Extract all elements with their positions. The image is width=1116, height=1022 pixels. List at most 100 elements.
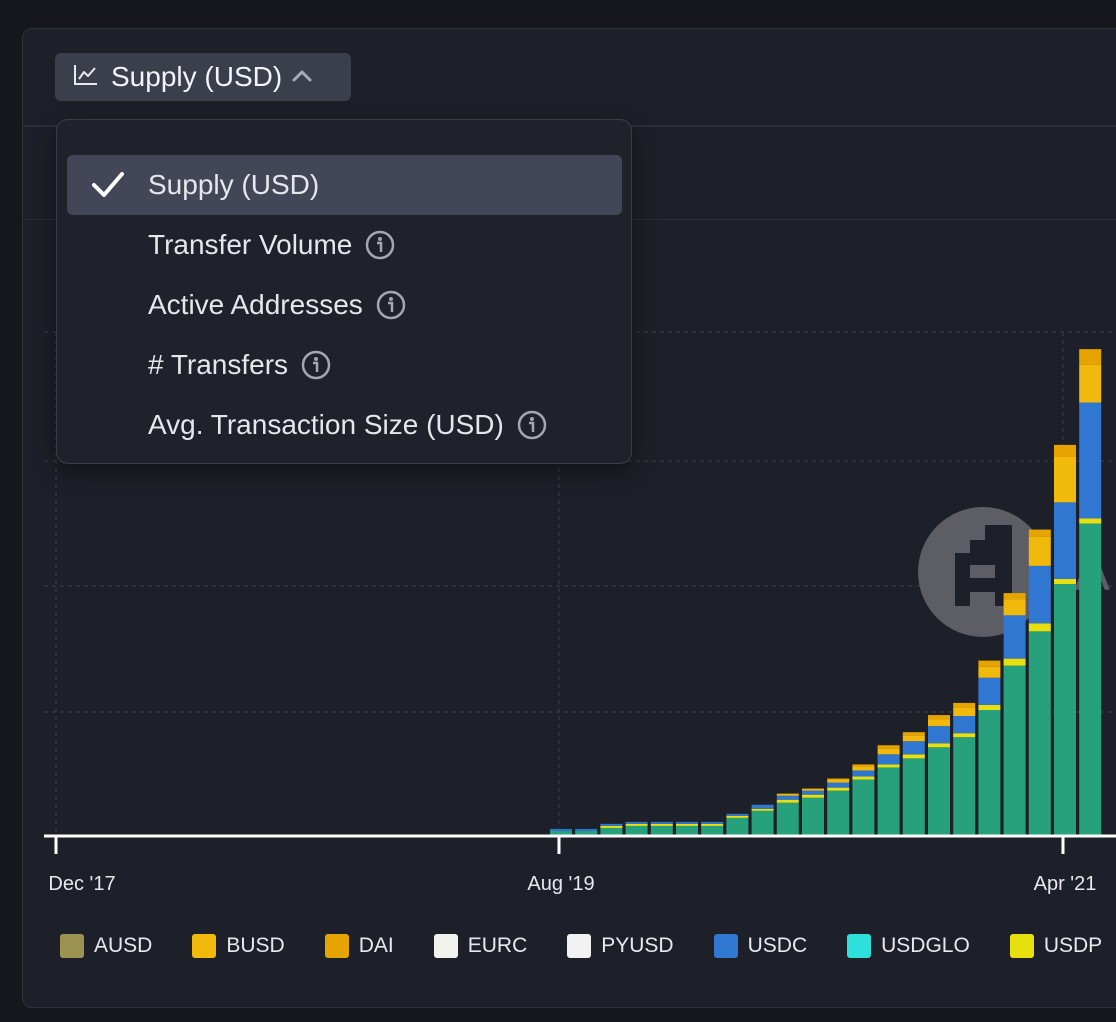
bar-segment-busd xyxy=(1079,364,1102,403)
legend-item[interactable]: USDP xyxy=(1009,934,1102,958)
legend-item[interactable]: USDGLO xyxy=(847,934,970,958)
bar-segment-usdc xyxy=(1079,402,1102,519)
bar-segment-usdp xyxy=(953,733,976,738)
menu-item-avg-transaction-size[interactable]: Avg. Transaction Size (USD) xyxy=(67,395,622,455)
legend-swatch xyxy=(567,934,592,958)
x-tick-label: Aug '19 xyxy=(527,873,594,895)
bar-segment-usdp xyxy=(1054,578,1076,584)
line-chart-icon xyxy=(73,63,99,92)
legend-label: EURC xyxy=(467,934,528,957)
legend-item[interactable]: PYUSD xyxy=(567,934,674,958)
bar-segment-usdt xyxy=(953,737,976,836)
bar-segment-usdt xyxy=(978,710,1001,836)
bar-segment-usdp xyxy=(776,799,799,803)
bar-segment-busd xyxy=(877,748,900,755)
bar-segment-usdt xyxy=(1054,584,1076,836)
info-icon[interactable] xyxy=(516,409,548,441)
bar-segment-usdp xyxy=(877,764,900,768)
bar-segment-usdt xyxy=(827,790,850,836)
legend-label: DAI xyxy=(358,934,394,957)
bar-segment-usdp xyxy=(625,823,648,826)
bar-segment-usdt xyxy=(650,825,673,836)
bar-segment-usdp xyxy=(676,823,698,826)
bar-segment-usdp xyxy=(1028,623,1051,632)
legend-swatch xyxy=(433,934,458,958)
bar-segment-usdc xyxy=(650,821,673,824)
bar-segment-busd xyxy=(902,735,925,742)
bar-segment-usdc xyxy=(802,790,824,795)
legend-label: PYUSD xyxy=(601,934,674,957)
bar-segment-dai xyxy=(1028,529,1051,537)
bar-segment-usdc xyxy=(877,754,900,765)
bar-segment-usdt xyxy=(1028,631,1051,836)
bar-segment-busd xyxy=(1028,536,1051,566)
bar-segment-usdc xyxy=(701,821,724,824)
bar-segment-usdc xyxy=(978,677,1001,705)
bar-segment-busd xyxy=(852,766,875,771)
legend-label: AUSD xyxy=(94,934,153,957)
legend-swatch xyxy=(713,934,738,958)
legend-label: BUSD xyxy=(226,934,285,957)
bar-segment-usdt xyxy=(600,827,623,836)
bar-segment-usdc xyxy=(550,828,572,831)
bar-segment-usdp xyxy=(902,754,925,759)
legend-item[interactable]: DAI xyxy=(324,934,394,958)
x-tick-label: Dec '17 xyxy=(48,873,115,895)
info-icon[interactable] xyxy=(364,229,396,261)
bar-segment-usdc xyxy=(776,795,799,800)
bar-segment-usdc xyxy=(676,821,698,824)
info-icon[interactable] xyxy=(300,349,332,381)
chart-legend: AUSD BUSD DAI EURC PYUSD USDC USDGLO USDP xyxy=(60,934,1116,958)
menu-item-active-addresses[interactable]: Active Addresses xyxy=(67,275,622,335)
menu-item-label: # Transfers xyxy=(148,349,289,380)
bar-segment-usdc xyxy=(852,770,875,777)
bar-segment-usdt xyxy=(751,810,774,836)
bar-segment-usdc xyxy=(1054,502,1076,579)
bar-segment-usdp xyxy=(852,776,875,780)
menu-item-label: Supply (USD) xyxy=(148,169,320,200)
bar-segment-usdp xyxy=(600,825,623,828)
bar-segment-busd xyxy=(802,788,824,791)
chevron-up-icon xyxy=(292,68,312,87)
bar-segment-usdc xyxy=(953,716,976,734)
menu-item-transfer-volume[interactable]: Transfer Volume xyxy=(67,215,622,275)
bar-segment-usdt xyxy=(575,830,598,836)
bar-segment-dai xyxy=(1003,593,1026,600)
metric-selector-label: Supply (USD) xyxy=(111,61,283,92)
bar-segment-usdc xyxy=(928,726,950,744)
bar-segment-usdt xyxy=(1079,523,1102,836)
bar-segment-usdt xyxy=(852,779,875,836)
bar-segment-dai xyxy=(877,745,900,749)
bar-segment-usdp xyxy=(802,794,824,798)
menu-item-label: Active Addresses xyxy=(148,289,363,320)
bar-segment-usdt xyxy=(550,830,572,836)
bar-segment-usdt xyxy=(676,825,698,836)
bar-segment-usdc xyxy=(827,782,850,788)
bar-segment-usdc xyxy=(575,828,598,831)
metric-selector-button[interactable]: Supply (USD) xyxy=(55,53,351,101)
info-icon[interactable] xyxy=(375,289,407,321)
legend-swatch xyxy=(1009,934,1034,958)
legend-swatch xyxy=(847,934,872,958)
bar-segment-dai xyxy=(902,732,925,736)
menu-item-supply-usd[interactable]: Supply (USD) xyxy=(67,155,622,215)
legend-item[interactable]: AUSD xyxy=(60,934,152,958)
menu-item-transfers[interactable]: # Transfers xyxy=(67,335,622,395)
bar-segment-busd xyxy=(953,707,976,717)
bar-segment-usdp xyxy=(1079,518,1102,524)
bar-segment-usdc xyxy=(726,813,749,816)
bar-segment-usdp xyxy=(1003,658,1026,666)
bar-segment-dai xyxy=(827,778,850,780)
legend-item[interactable]: USDC xyxy=(713,934,807,958)
bar-segment-usdt xyxy=(928,747,950,836)
bar-segment-usdc xyxy=(902,741,925,755)
bar-segment-busd xyxy=(928,719,950,727)
bar-segment-usdc xyxy=(1028,565,1051,624)
legend-item[interactable]: BUSD xyxy=(192,934,285,958)
bar-segment-usdp xyxy=(701,823,724,826)
bar-segment-usdp xyxy=(751,808,774,811)
bar-segment-usdt xyxy=(625,825,648,836)
bar-segment-usdp xyxy=(827,787,850,791)
legend-item[interactable]: EURC xyxy=(433,934,528,958)
bar-segment-dai xyxy=(953,702,976,708)
